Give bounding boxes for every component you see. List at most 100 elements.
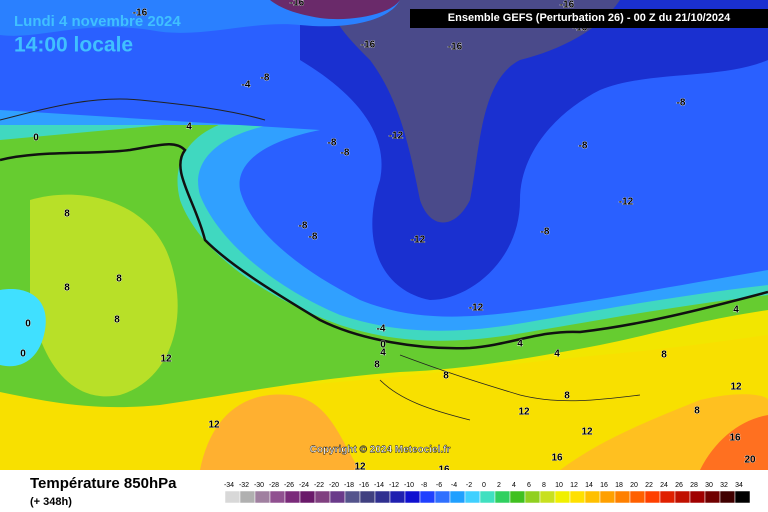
legend-swatch [254,490,271,504]
contour-label: -8 [309,232,318,243]
contour-label: 0 [33,133,39,144]
legend-label: 8 [542,482,546,489]
legend-swatch [239,490,256,504]
legend-label: 18 [615,482,623,489]
contour-label: 4 [186,122,192,133]
legend-swatch [449,490,466,504]
legend-label: -28 [269,482,279,489]
contour-label: -16 [448,42,463,53]
zone-lightgreen [30,194,178,397]
zone-slate [330,0,620,223]
legend-label: 26 [675,482,683,489]
contour-label: -16 [573,23,588,34]
legend-swatch [464,490,481,504]
contour-label: 16 [729,433,741,444]
contour-label: -8 [579,141,588,152]
date: Lundi 4 novembre 2024 [14,13,181,30]
contour-label: 12 [354,462,366,473]
legend-swatch [539,490,556,504]
contour-label: 0 [380,340,386,351]
contour-label: 12 [160,354,172,365]
local-time: 14:00 locale [14,34,133,57]
color-legend: -34 -32 -30 -28 -26 -24 -22 -20 -18 -16 -14 -12 -10-… [224,482,751,504]
variable: Température 850hPa [30,475,177,492]
legend-swatch [389,490,406,504]
legend-swatch [224,490,241,504]
contour-label: 8 [564,391,570,402]
contour-label: -4 [242,80,251,91]
legend-label: -22 [314,482,324,489]
legend-swatch [419,490,436,504]
legend-swatch [434,490,451,504]
contour-label: 4 [733,305,739,316]
contour-label: 8 [694,406,700,417]
contour-label: 12 [208,420,220,431]
contour-label: -12 [389,131,404,142]
legend-swatch [599,490,616,504]
contour-label: 20 [744,455,756,466]
contour-label: -8 [299,221,308,232]
contour-label: 0 [25,319,31,330]
legend-swatch [704,490,721,504]
legend-label: -30 [254,482,264,489]
zone-orange [200,394,360,470]
legend-swatch [374,490,391,504]
legend-label: 22 [645,482,653,489]
contour-label: 4 [517,339,523,350]
contour-label: 8 [443,371,449,382]
legend-swatch [299,490,316,504]
legend-label: 6 [527,482,531,489]
legend-label: -16 [359,482,369,489]
legend-swatch [689,490,706,504]
contour-label: -16 [361,40,376,51]
contour-label: -8 [541,227,550,238]
contour-label: 0 [20,349,26,360]
contour-label: 8 [114,315,120,326]
legend-label: 12 [570,482,578,489]
lead-time: (+ 348h) [30,496,72,508]
legend-swatch [734,490,751,504]
legend-label: -20 [329,482,339,489]
legend-swatch [659,490,676,504]
legend-swatch [614,490,631,504]
legend-label: -18 [344,482,354,489]
legend-swatch [524,490,541,504]
legend-swatch [284,490,301,504]
coastline [379,354,641,421]
legend-swatch [404,490,421,504]
legend-swatch [314,490,331,504]
contour-label: -8 [341,148,350,159]
zone-cyan [0,289,46,367]
legend-swatch [329,490,346,504]
contour-label: 8 [64,209,70,220]
legend-label: 4 [512,482,516,489]
legend-swatch [359,490,376,504]
contour-label: 8 [374,360,380,371]
legend-label: -34 [224,482,234,489]
legend-label: 28 [690,482,698,489]
contour-label: -8 [677,98,686,109]
legend-swatch [719,490,736,504]
contour-label: 4 [554,349,560,360]
legend-swatch [629,490,646,504]
legend-label: 24 [660,482,668,489]
contour-label: 8 [116,274,122,285]
contour-label: 16 [551,453,563,464]
legend-label: 14 [585,482,593,489]
contour-label: -16 [560,0,575,11]
contour-label: -12 [411,235,426,246]
contour-label: 12 [518,407,530,418]
legend-label: 2 [497,482,501,489]
zero-isotherm [0,143,768,350]
legend-label: 30 [705,482,713,489]
legend-label: -8 [421,482,427,489]
contour-label: 12 [581,427,593,438]
contour-label: 8 [661,350,667,361]
copyright: Copyright © 2024 Meteociel.fr [310,445,451,456]
legend-label: -24 [299,482,309,489]
legend-label: -32 [239,482,249,489]
contour-label: -12 [619,197,634,208]
legend-label: 32 [720,482,728,489]
legend-label: -10 [404,482,414,489]
